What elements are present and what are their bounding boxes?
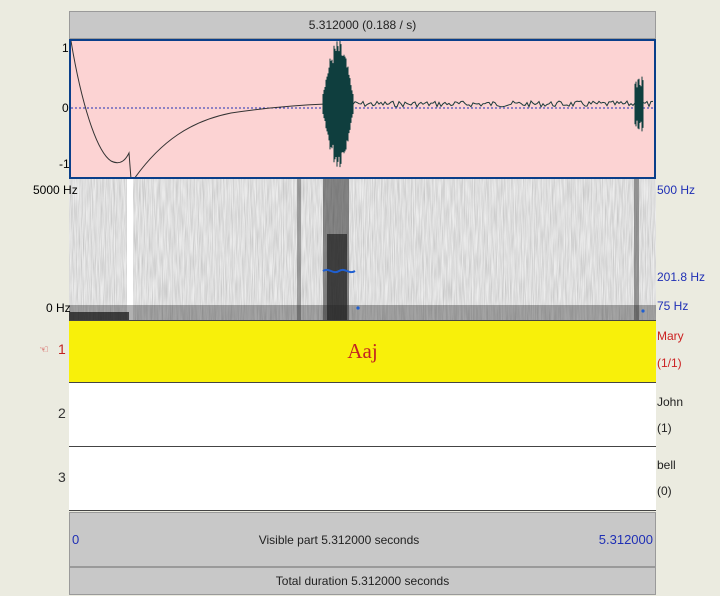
pitch-ceiling-label: 500 Hz [657, 183, 696, 197]
tier-2-number: 2 [58, 405, 66, 421]
total-duration-bar[interactable]: Total duration 5.312000 seconds [69, 567, 656, 595]
tier-3-count: (0) [657, 484, 672, 498]
pointing-hand-icon: ☜ [39, 344, 49, 356]
total-duration-label: Total duration 5.312000 seconds [275, 574, 450, 588]
tier-3-bell[interactable] [69, 447, 656, 511]
visible-part-bar[interactable]: 0 Visible part 5.312000 seconds 5.312000 [69, 512, 656, 567]
spectrogram-bottom-freq-label: 0 Hz [46, 301, 71, 315]
pitch-floor-label: 75 Hz [657, 299, 689, 313]
waveform-ymax-label: 1 [62, 41, 69, 55]
tier-3-number: 3 [58, 469, 66, 485]
spectrogram-image [69, 179, 656, 320]
spectrogram-top-freq-label: 5000 Hz [33, 183, 78, 197]
visible-start-time: 0 [72, 532, 80, 547]
visible-part-label: Visible part 5.312000 seconds [258, 532, 420, 547]
tier-2-john[interactable] [69, 383, 656, 447]
visible-end-time: 5.312000 [598, 532, 653, 547]
pitch-contour [322, 268, 356, 274]
cursor-time-bar[interactable]: 5.312000 (0.188 / s) [69, 11, 656, 39]
tier-1-name[interactable]: Mary [657, 329, 684, 343]
tier-1-interval-text[interactable]: Aaj [347, 339, 378, 363]
pitch-value-label: 201.8 Hz [657, 270, 706, 284]
cursor-time-label: 5.312000 (0.188 / s) [308, 18, 417, 32]
tier-2-name[interactable]: John [657, 395, 684, 409]
waveform-yzero-label: 0 [62, 101, 69, 115]
tier-3-name[interactable]: bell [657, 458, 676, 472]
tier-1-number: 1 [58, 341, 66, 357]
tier-1-count: (1/1) [657, 356, 682, 370]
tier-1-mary[interactable]: Aaj [69, 320, 656, 383]
spectrogram-panel[interactable] [69, 179, 656, 320]
waveform-panel[interactable] [69, 39, 656, 179]
waveform-ymin-label: -1 [59, 157, 70, 171]
tier-2-count: (1) [657, 421, 672, 435]
waveform-trace [71, 41, 654, 177]
